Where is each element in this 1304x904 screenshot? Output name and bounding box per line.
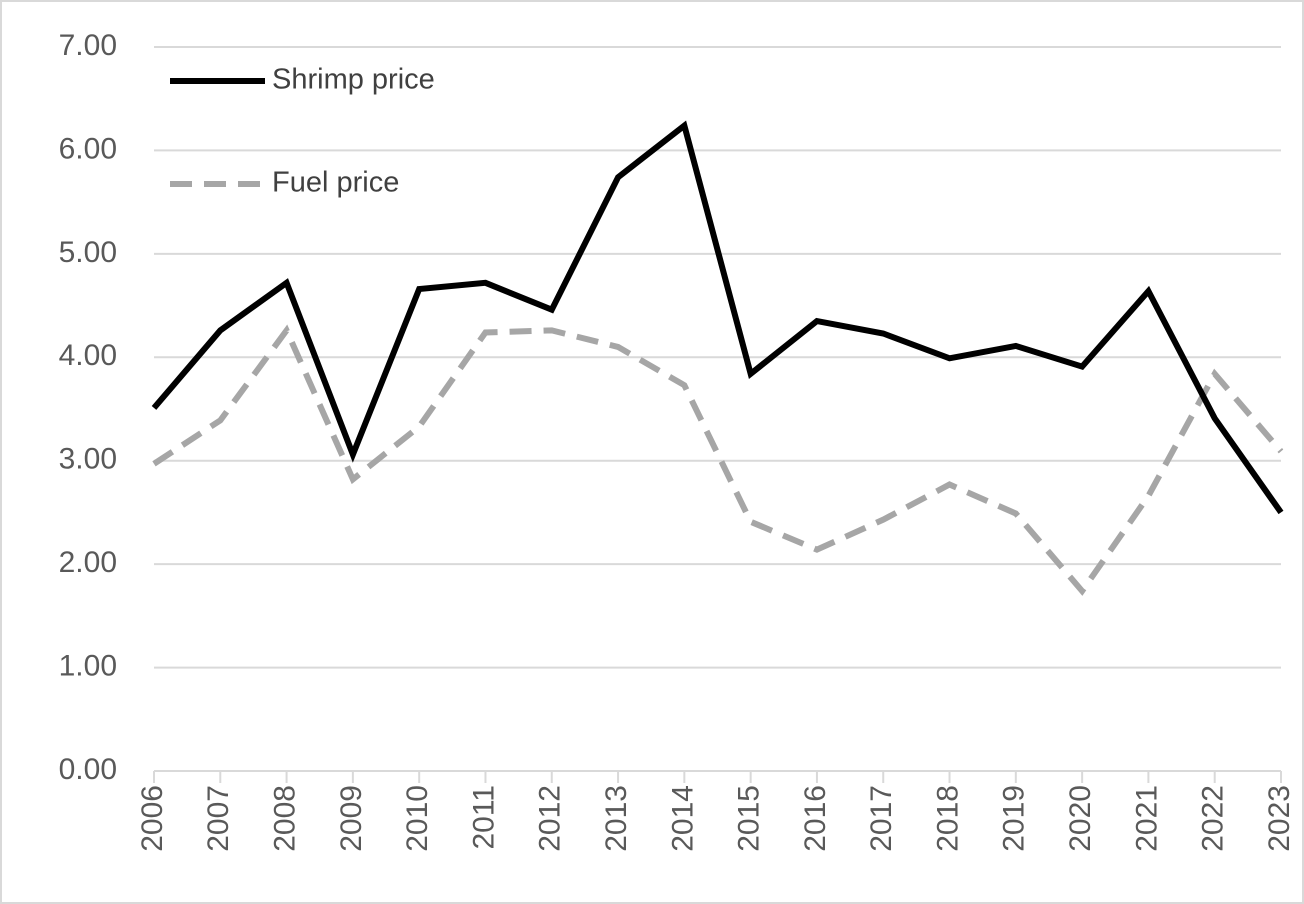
- series-line: [152, 324, 1284, 596]
- y-tick-label: 0.00: [59, 753, 117, 786]
- x-tick-label: 2015: [733, 785, 766, 852]
- x-tick-label: 2023: [1263, 785, 1296, 852]
- legend-label: Shrimp price: [272, 64, 435, 96]
- y-tick-label: 6.00: [59, 132, 117, 165]
- x-tick-label: 2007: [202, 785, 235, 852]
- x-tick-label: 2010: [401, 785, 434, 852]
- x-tick-label: 2022: [1197, 785, 1230, 852]
- x-tick-label: 2019: [998, 785, 1031, 852]
- series-line: [151, 120, 1284, 515]
- y-tick-label: 5.00: [59, 236, 117, 269]
- x-tick-label: 2008: [269, 785, 302, 852]
- x-tick-label: 2020: [1064, 785, 1097, 852]
- y-tick-label: 3.00: [59, 443, 117, 476]
- x-tick-label: 2016: [799, 785, 832, 852]
- x-tick-label: 2009: [335, 785, 368, 852]
- x-tick-label: 2014: [666, 785, 699, 852]
- y-tick-label: 4.00: [59, 339, 117, 372]
- x-tick-label: 2021: [1130, 785, 1163, 852]
- x-tick-label: 2006: [136, 785, 169, 852]
- x-tick-label: 2012: [534, 785, 567, 852]
- y-tick-label: 7.00: [59, 29, 117, 62]
- y-tick-label: 1.00: [59, 649, 117, 682]
- x-tick-label: 2018: [931, 785, 964, 852]
- legend-label: Fuel price: [272, 167, 399, 199]
- y-tick-label: 2.00: [59, 546, 117, 579]
- x-tick-label: 2011: [467, 785, 500, 850]
- x-tick-label: 2013: [600, 785, 633, 852]
- x-tick-label: 2017: [865, 785, 898, 852]
